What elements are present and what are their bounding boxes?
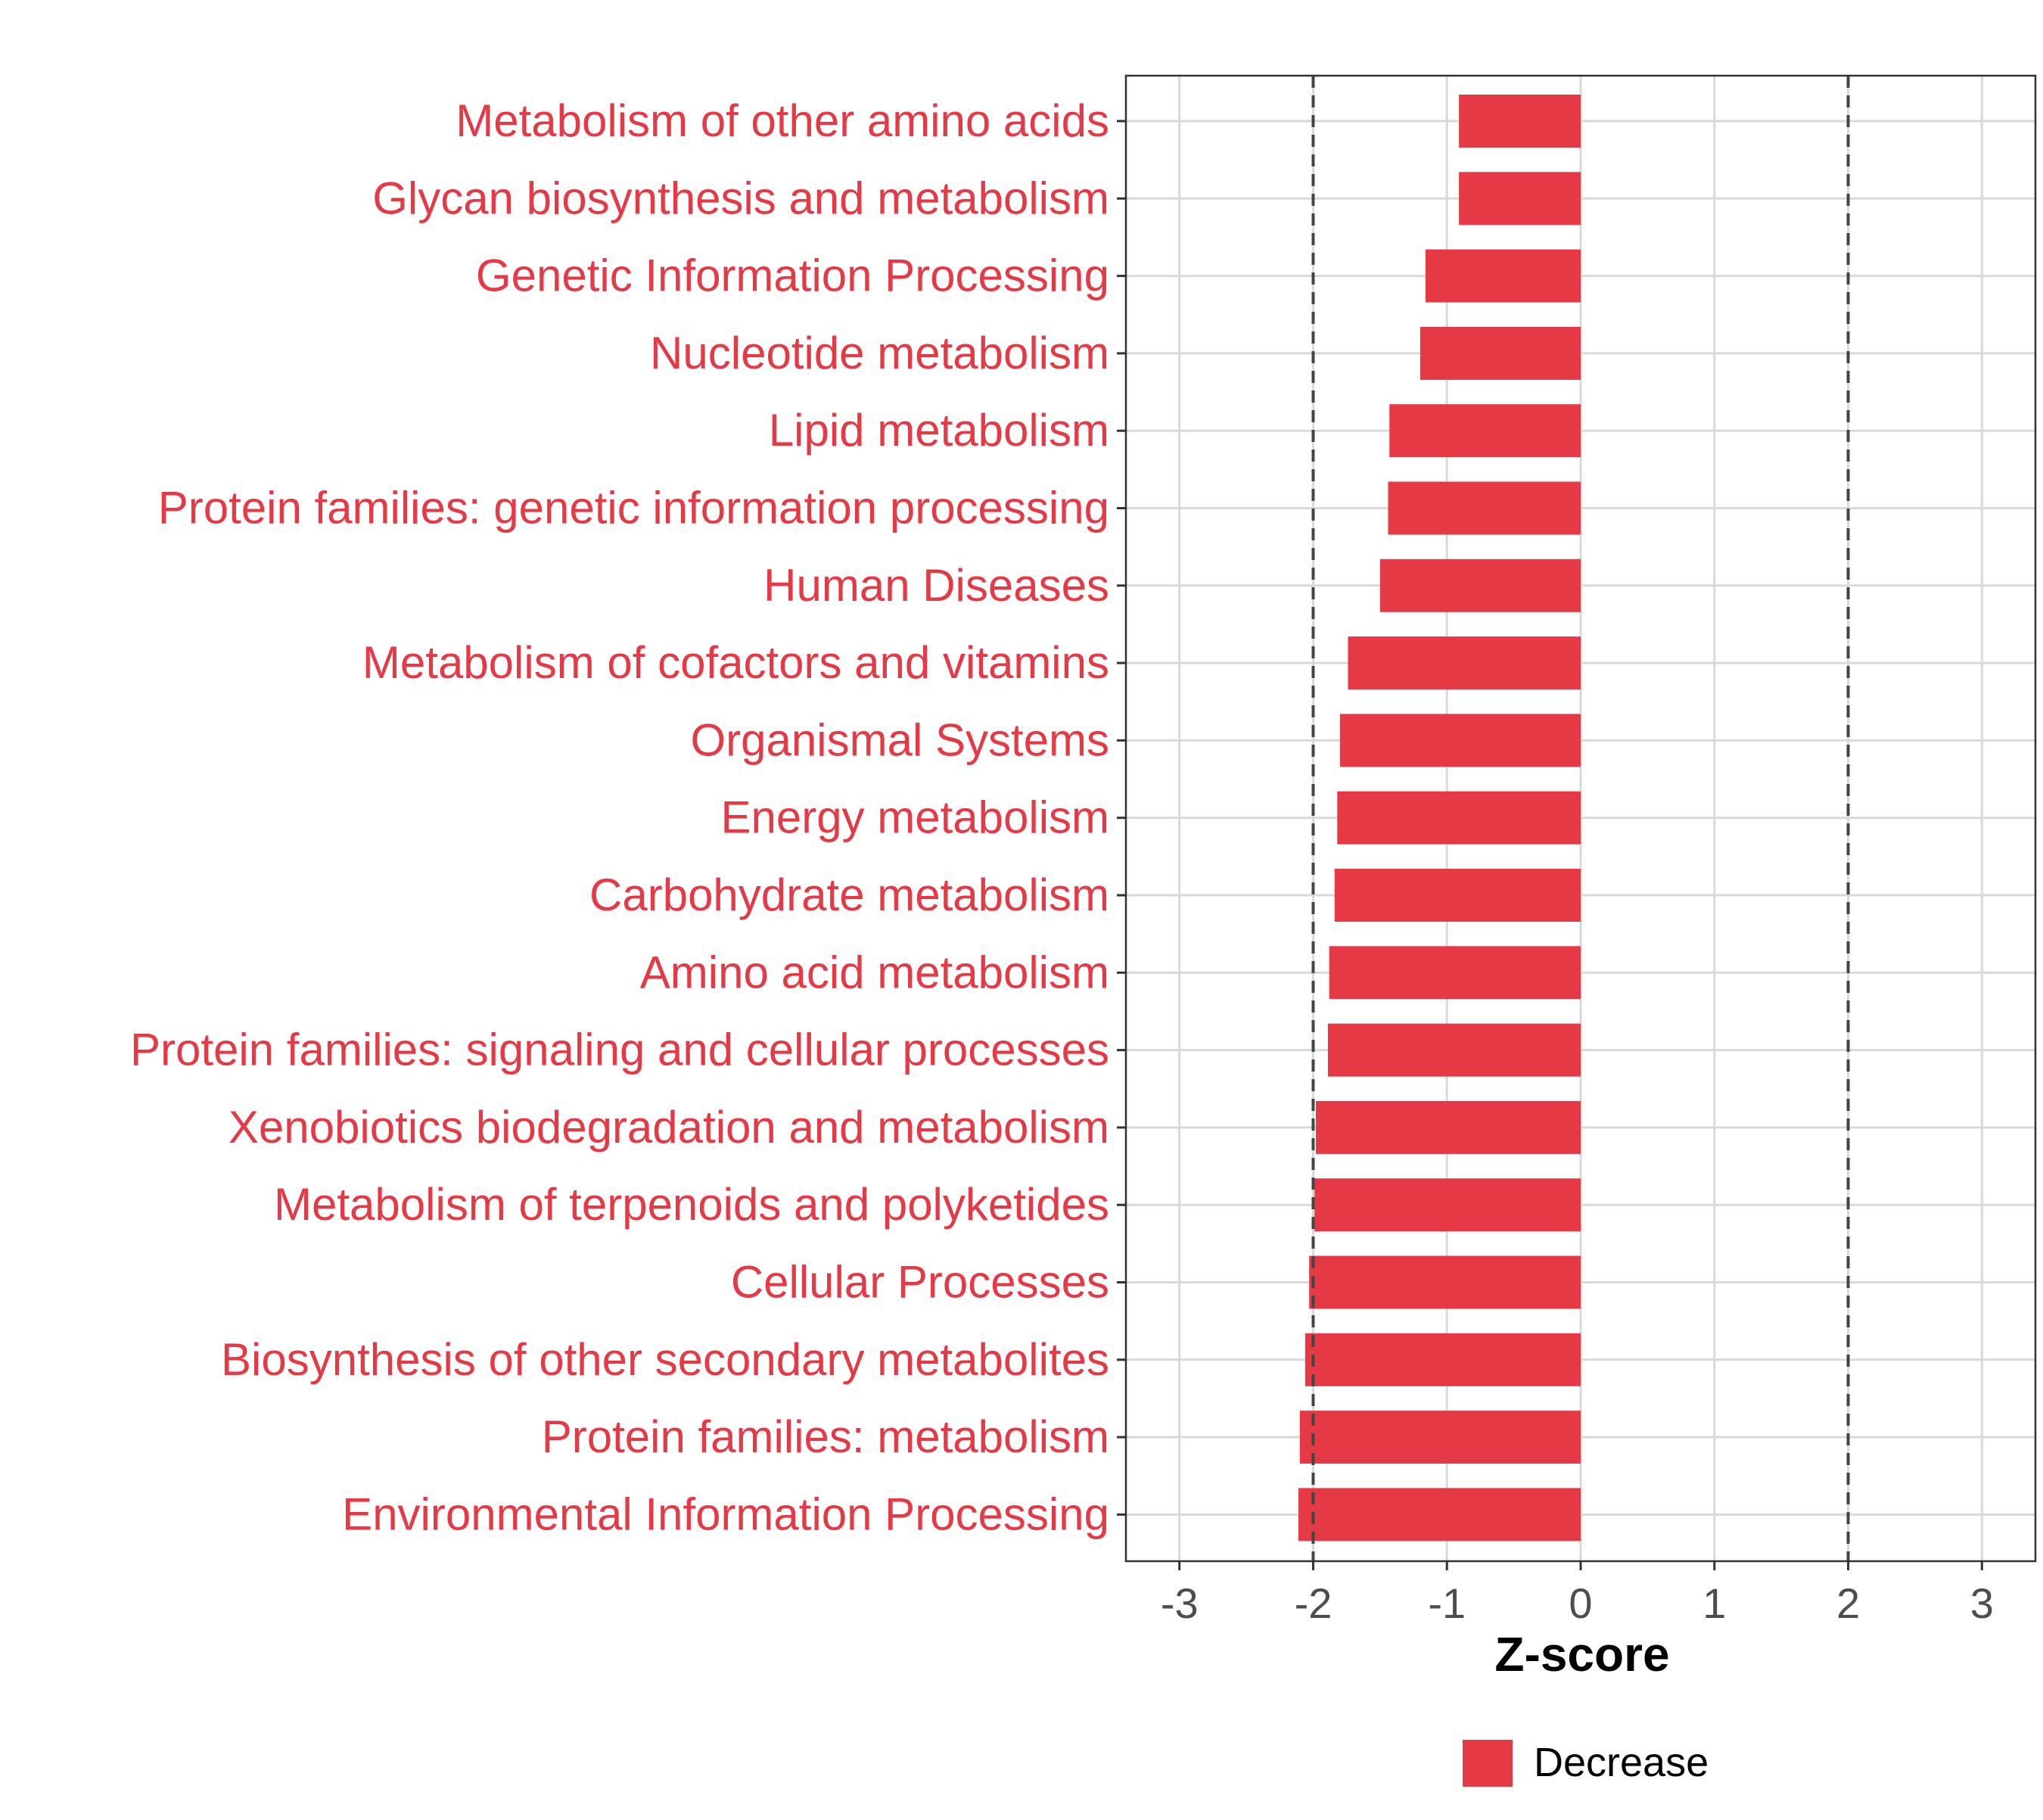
x-tick-label: 0	[1569, 1579, 1592, 1627]
bar	[1316, 1100, 1581, 1154]
y-category-label: Metabolism of other amino acids	[456, 95, 1109, 146]
x-tick-label: -3	[1161, 1579, 1199, 1627]
bar	[1425, 249, 1581, 303]
x-axis-tick-labels: -3 -2 -1 0 1 2 3	[1161, 1579, 1994, 1627]
y-category-label: Genetic Information Processing	[476, 250, 1109, 301]
bar	[1389, 404, 1581, 458]
bar	[1420, 326, 1581, 380]
bars	[1298, 95, 1581, 1542]
y-category-label: Xenobiotics biodegradation and metabolis…	[229, 1102, 1109, 1153]
legend-label-decrease: Decrease	[1534, 1740, 1709, 1785]
y-category-label: Environmental Information Processing	[342, 1489, 1109, 1539]
y-axis-ticks	[1117, 120, 1126, 1516]
y-category-label: Human Diseases	[763, 560, 1109, 611]
bar	[1298, 1488, 1581, 1542]
y-category-label: Metabolism of cofactors and vitamins	[362, 637, 1109, 688]
y-category-label: Biosynthesis of other secondary metaboli…	[221, 1334, 1109, 1385]
y-category-label: Protein families: metabolism	[542, 1411, 1109, 1462]
y-category-label: Energy metabolism	[720, 792, 1109, 843]
x-axis-title: Z-score	[1494, 1627, 1669, 1682]
reference-lines	[1311, 76, 1850, 1561]
y-axis-category-labels: Metabolism of other amino acids Glycan bi…	[130, 95, 1109, 1539]
y-category-label: Protein families: signaling and cellular…	[130, 1025, 1109, 1075]
x-tick-label: -1	[1428, 1579, 1466, 1627]
legend: Decrease	[1463, 1740, 1709, 1787]
y-category-label: Metabolism of terpenoids and polyketides	[274, 1179, 1109, 1230]
y-category-label: Lipid metabolism	[769, 405, 1109, 456]
bar	[1314, 1178, 1581, 1232]
y-category-label: Organismal Systems	[691, 714, 1109, 765]
bar	[1334, 869, 1581, 922]
bar	[1337, 791, 1581, 845]
bar	[1327, 1023, 1581, 1077]
y-category-label: Protein families: genetic information pr…	[158, 483, 1109, 534]
y-category-label: Carbohydrate metabolism	[589, 870, 1109, 920]
bar	[1309, 1255, 1581, 1309]
x-axis-ticks	[1178, 1561, 1983, 1570]
y-category-label: Glycan biosynthesis and metabolism	[372, 173, 1109, 223]
x-tick-label: -2	[1295, 1579, 1332, 1627]
bar	[1299, 1411, 1581, 1464]
bar	[1379, 558, 1581, 612]
bar	[1304, 1333, 1581, 1386]
bar	[1388, 481, 1581, 535]
bar	[1329, 946, 1581, 1000]
bar	[1459, 95, 1581, 148]
x-tick-label: 2	[1836, 1579, 1860, 1627]
y-category-label: Nucleotide metabolism	[650, 328, 1109, 378]
legend-swatch-decrease	[1463, 1740, 1513, 1787]
x-tick-label: 3	[1970, 1579, 1994, 1627]
x-tick-label: 1	[1702, 1579, 1726, 1627]
y-category-label: Amino acid metabolism	[640, 947, 1109, 997]
bar	[1459, 172, 1581, 226]
y-category-label: Cellular Processes	[731, 1257, 1109, 1308]
bar	[1348, 636, 1581, 690]
bar	[1339, 714, 1581, 767]
